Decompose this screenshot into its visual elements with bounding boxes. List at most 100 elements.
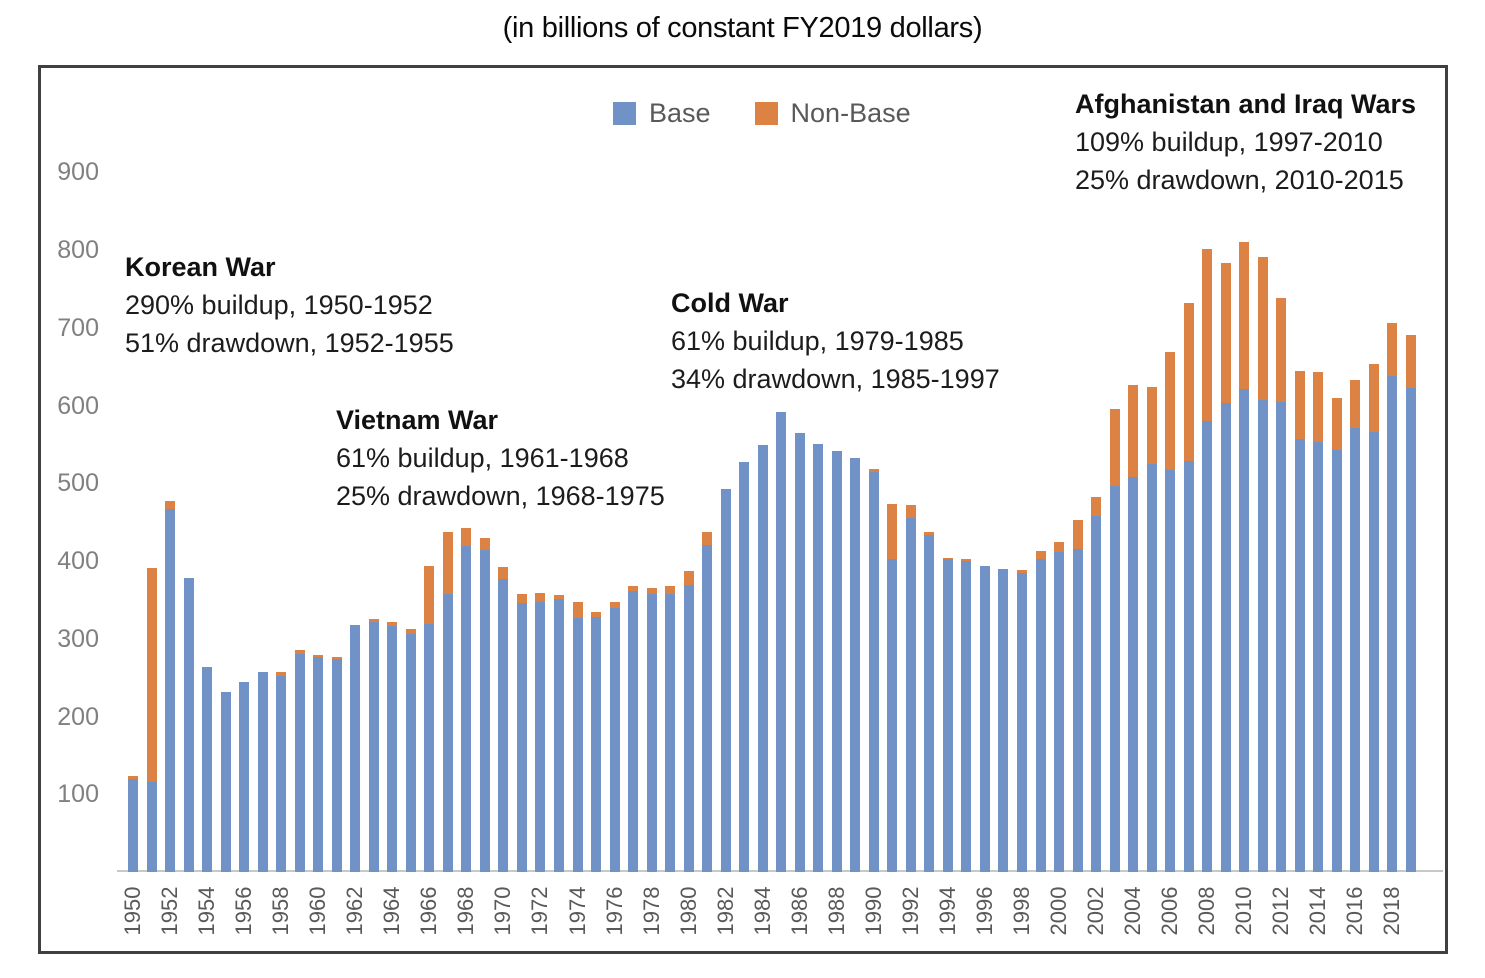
- bar-base-1991: [887, 558, 898, 872]
- bar-nonbase-2008: [1202, 248, 1213, 422]
- bar-nonbase-1969: [479, 538, 490, 551]
- bar-base-1996: [979, 565, 990, 872]
- bar-base-2006: [1165, 470, 1176, 872]
- bar-base-2012: [1276, 401, 1287, 872]
- bar-nonbase-1950: [128, 776, 138, 779]
- bar-base-1976: [609, 607, 620, 872]
- bar-base-2004: [1128, 477, 1139, 872]
- x-tick-1982: 1982: [712, 886, 738, 936]
- legend-item-base: Base: [613, 98, 711, 129]
- annotation-afghanistan-iraq-wars: Afghanistan and Iraq Wars 109% buildup, …: [1075, 85, 1416, 199]
- bar-base-1989: [850, 458, 861, 872]
- bar-nonbase-1990: [868, 469, 879, 473]
- bar-base-1985: [776, 411, 787, 872]
- bar-base-2000: [1054, 551, 1064, 872]
- annotation-line: 61% buildup, 1961-1968: [336, 443, 629, 473]
- bar-base-2008: [1202, 421, 1213, 872]
- bar-nonbase-2011: [1257, 257, 1268, 401]
- annotation-line: 109% buildup, 1997-2010: [1075, 127, 1383, 157]
- x-tick-1998: 1998: [1009, 886, 1034, 936]
- bar-base-1998: [1017, 572, 1027, 872]
- annotation-line: 61% buildup, 1979-1985: [671, 326, 964, 356]
- bar-nonbase-1993: [924, 532, 935, 536]
- bar-nonbase-1951: [146, 568, 157, 782]
- bar-nonbase-2010: [1239, 242, 1250, 390]
- x-tick-2010: 2010: [1231, 886, 1257, 936]
- x-tick-2004: 2004: [1120, 886, 1146, 936]
- bar-nonbase-2016: [1350, 379, 1361, 428]
- bar-base-1970: [498, 578, 509, 872]
- x-tick-2018: 2018: [1379, 886, 1405, 936]
- bar-nonbase-2009: [1220, 262, 1231, 404]
- bar-nonbase-1964: [387, 621, 398, 627]
- y-tick-500: 500: [57, 469, 99, 498]
- bar-base-1993: [924, 535, 935, 872]
- bar-base-1983: [739, 462, 750, 872]
- chart-box: Base Non-Base Korean War 290% buildup, 1…: [38, 65, 1448, 954]
- bar-base-2007: [1183, 460, 1194, 872]
- y-tick-900: 900: [57, 158, 99, 187]
- x-tick-1972: 1972: [527, 886, 553, 936]
- nonbase-swatch-icon: [754, 102, 778, 125]
- bar-nonbase-2018: [1387, 323, 1398, 376]
- x-tick-2014: 2014: [1305, 886, 1331, 936]
- annotation-title: Cold War: [671, 288, 789, 318]
- x-tick-1976: 1976: [601, 886, 627, 936]
- bar-base-1953: [183, 578, 194, 872]
- bar-base-1994: [942, 559, 953, 872]
- annotation-line: 34% drawdown, 1985-1997: [671, 364, 1000, 394]
- bar-base-1957: [257, 672, 268, 872]
- annotation-line: 25% drawdown, 2010-2015: [1075, 165, 1404, 195]
- x-tick-2006: 2006: [1157, 886, 1183, 936]
- bar-base-2010: [1239, 389, 1250, 872]
- x-tick-1956: 1956: [231, 886, 257, 936]
- x-tick-2012: 2012: [1268, 886, 1294, 936]
- x-tick-1992: 1992: [897, 886, 923, 936]
- bar-base-1981: [702, 544, 713, 872]
- bar-base-1956: [239, 681, 250, 872]
- bar-base-1961: [331, 659, 342, 872]
- x-tick-1980: 1980: [675, 886, 701, 936]
- bar-nonbase-2015: [1331, 397, 1342, 450]
- bar-base-1964: [387, 626, 398, 872]
- y-tick-200: 200: [57, 702, 99, 731]
- bar-nonbase-1991: [887, 503, 898, 559]
- bar-nonbase-2019: [1405, 334, 1416, 388]
- bar-base-1982: [720, 488, 731, 872]
- x-tick-2016: 2016: [1342, 886, 1368, 936]
- bar-nonbase-2001: [1072, 519, 1083, 550]
- x-tick-1958: 1958: [268, 886, 294, 936]
- bar-base-2009: [1220, 403, 1231, 872]
- bar-base-1987: [813, 444, 824, 872]
- bar-nonbase-2014: [1313, 372, 1324, 442]
- bar-base-1959: [294, 654, 305, 872]
- annotation-title: Vietnam War: [336, 405, 499, 435]
- bar-nonbase-2006: [1165, 351, 1176, 470]
- bar-nonbase-2004: [1128, 385, 1139, 477]
- bar-nonbase-1998: [1017, 569, 1027, 573]
- bar-base-1995: [961, 561, 972, 872]
- bar-nonbase-1971: [516, 594, 527, 603]
- bar-nonbase-1966: [424, 565, 435, 624]
- bar-base-2018: [1387, 376, 1398, 872]
- x-tick-2008: 2008: [1194, 886, 1220, 936]
- bar-nonbase-2003: [1109, 409, 1120, 486]
- bar-nonbase-1973: [554, 595, 564, 600]
- bar-nonbase-1968: [461, 527, 472, 547]
- x-tick-1996: 1996: [971, 886, 997, 936]
- x-tick-1950: 1950: [120, 886, 145, 936]
- x-tick-1978: 1978: [638, 886, 664, 936]
- bar-nonbase-1959: [294, 650, 305, 655]
- bar-base-1967: [442, 594, 453, 872]
- bar-base-1955: [220, 691, 231, 872]
- bar-nonbase-1961: [331, 656, 342, 659]
- bar-base-1992: [905, 517, 916, 872]
- bar-base-1950: [128, 778, 138, 872]
- bar-base-2011: [1257, 400, 1268, 872]
- annotation-title: Korean War: [125, 252, 276, 282]
- plot-area: [115, 68, 1441, 872]
- bar-nonbase-2012: [1276, 298, 1287, 402]
- bar-nonbase-1999: [1035, 550, 1046, 559]
- bar-base-1988: [831, 450, 842, 872]
- bar-nonbase-1960: [313, 655, 324, 658]
